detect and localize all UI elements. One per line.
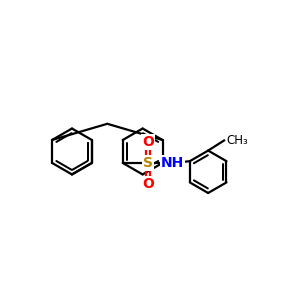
Text: CH₃: CH₃ bbox=[227, 134, 248, 147]
Text: O: O bbox=[142, 135, 154, 149]
Text: S: S bbox=[143, 156, 153, 170]
Text: O: O bbox=[142, 177, 154, 191]
Text: NH: NH bbox=[161, 156, 184, 170]
